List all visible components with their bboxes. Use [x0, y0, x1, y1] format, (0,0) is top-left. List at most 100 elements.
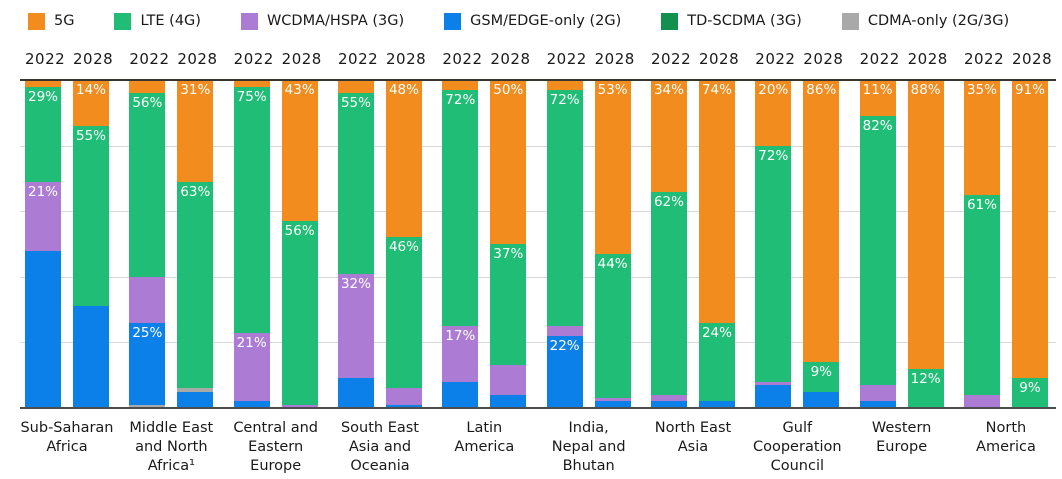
- segment-gsm: [859, 401, 896, 408]
- region-label-latin-america: Latin America: [454, 420, 515, 456]
- segment-wcdma: [490, 365, 527, 395]
- segment-5g: 35%: [963, 80, 1000, 195]
- segment-5g: 74%: [698, 80, 735, 323]
- segment-value-label: 55%: [75, 127, 106, 144]
- segment-lte: 44%: [594, 253, 631, 399]
- segment-lte: 12%: [907, 368, 944, 408]
- bar-pair: 56% 25% 31% 63%: [129, 80, 214, 408]
- segment-5g: 50%: [490, 80, 527, 244]
- bar-india-nepal-and-bhutan-2022: 72% 22%: [546, 80, 583, 408]
- year-label-2022: 2022: [25, 50, 66, 68]
- year-label-2028: 2028: [907, 50, 948, 68]
- region-label-north-east-asia: North East Asia: [654, 420, 732, 456]
- legend-swatch-icon: [841, 12, 859, 30]
- segment-value-label: 20%: [758, 82, 789, 98]
- year-label-2022: 2022: [129, 50, 170, 68]
- year-label-2022: 2022: [963, 50, 1005, 68]
- bar-gulf-cooperation-council-2022: 20% 72%: [755, 80, 792, 408]
- segment-wcdma: [859, 385, 896, 402]
- legend-item-cdma-only-2g-3g: CDMA-only (2G/3G): [841, 12, 1010, 30]
- legend-swatch-icon: [661, 12, 679, 30]
- region-group-north-america: 2022 2028 35% 61% 91% 9% North America: [963, 50, 1052, 476]
- segment-value-label: 31%: [180, 82, 211, 98]
- year-header-row: 2022 2028: [337, 50, 427, 80]
- year-label-2028: 2028: [73, 50, 114, 68]
- segment-5g: 34%: [650, 80, 687, 192]
- segment-5g: 11%: [859, 80, 896, 117]
- region-group-india-nepal-and-bhutan: 2022 2028 72% 22% 53% 44% India, Nepal and Bhuta…: [546, 50, 634, 476]
- region-group-latin-america: 2022 2028 72% 17% 50% 37% Latin America: [442, 50, 530, 476]
- segment-value-label: 11%: [862, 82, 893, 98]
- bar-north-east-asia-2028: 74% 24%: [698, 80, 735, 408]
- segment-value-label: 35%: [966, 82, 997, 98]
- segment-lte: 75%: [233, 86, 270, 333]
- region-group-gulf-cooperation-council: 2022 2028 20% 72% 86% 9% Gulf Cooperation Counci…: [753, 50, 844, 476]
- bar-pair: 72% 17% 50% 37%: [442, 80, 527, 408]
- bar-pair: 11% 82% 88% 12%: [859, 80, 944, 408]
- segment-5g: [546, 80, 583, 90]
- segment-value-label: 14%: [75, 82, 106, 98]
- bar-central-and-eastern-europe-2022: 75% 21%: [233, 80, 270, 408]
- bar-western-europe-2028: 88% 12%: [907, 80, 944, 408]
- legend-label: CDMA-only (2G/3G): [867, 13, 1010, 29]
- bar-north-america-2028: 91% 9%: [1011, 80, 1048, 408]
- segment-lte: 29%: [25, 86, 61, 182]
- segment-5g: [442, 80, 479, 90]
- segment-value-label: 56%: [132, 95, 163, 112]
- bar-sub-saharan-africa-2022: 29% 21%: [25, 80, 61, 408]
- year-label-2028: 2028: [698, 50, 740, 68]
- legend-swatch-icon: [240, 12, 258, 30]
- region-label-western-europe: Western Europe: [871, 420, 932, 456]
- year-label-2022: 2022: [650, 50, 692, 68]
- region-label-india-nepal-and-bhutan: India, Nepal and Bhutan: [551, 420, 626, 475]
- segment-value-label: 21%: [27, 183, 58, 200]
- segment-value-label: 50%: [493, 82, 524, 98]
- year-header-row: 2022 2028: [129, 50, 218, 80]
- bar-central-and-eastern-europe-2028: 43% 56%: [281, 80, 318, 408]
- gridline-40-percent: [20, 276, 1056, 278]
- segment-value-label: 86%: [806, 82, 837, 98]
- year-label-2028: 2028: [177, 50, 218, 68]
- segment-gsm: [594, 401, 631, 408]
- legend-label: 5G: [54, 13, 75, 29]
- legend-item-lte-4g: LTE (4G): [114, 12, 201, 30]
- legend-label: GSM/EDGE-only (2G): [470, 13, 622, 29]
- segment-value-label: 53%: [597, 82, 628, 98]
- segment-value-label: 91%: [1014, 82, 1045, 98]
- year-label-2022: 2022: [337, 50, 379, 68]
- segment-5g: 88%: [907, 80, 944, 369]
- year-label-2022: 2022: [755, 50, 796, 68]
- segment-5g: [129, 80, 166, 94]
- segment-value-label: 24%: [701, 324, 732, 341]
- segment-value-label: 72%: [758, 147, 789, 164]
- segment-value-label: 12%: [910, 370, 941, 387]
- segment-lte: 55%: [337, 93, 374, 274]
- gridline-20-percent: [20, 342, 1056, 344]
- segment-value-label: 21%: [236, 334, 267, 351]
- region-group-south-east-asia-and-oceania: 2022 2028 55% 32% 48% 46% South East Asia and Oc…: [337, 50, 427, 476]
- legend-label: WCDMA/HSPA (3G): [266, 13, 405, 29]
- segment-5g: [337, 80, 374, 94]
- legend-item-wcdma-hspa-3g: WCDMA/HSPA (3G): [240, 12, 405, 30]
- bar-middle-east-and-north-africa-2028: 31% 63%: [177, 80, 214, 408]
- segment-wcdma: 17%: [442, 325, 479, 382]
- year-label-2028: 2028: [803, 50, 844, 68]
- segment-value-label: 62%: [653, 193, 684, 210]
- segment-lte: 56%: [129, 93, 166, 277]
- segment-lte: 55%: [73, 125, 109, 307]
- segment-wcdma: [594, 398, 631, 402]
- segment-value-label: 43%: [284, 82, 315, 98]
- bar-pair: 34% 62% 74% 24%: [650, 80, 735, 408]
- segment-5g: 31%: [177, 80, 214, 182]
- segment-value-label: 22%: [549, 337, 580, 354]
- bar-pair: 29% 21% 14% 55%: [25, 80, 109, 408]
- year-label-2028: 2028: [385, 50, 427, 68]
- region-label-north-america: North America: [976, 420, 1036, 456]
- segment-lte: 37%: [490, 244, 527, 366]
- bar-pair: 20% 72% 86% 9%: [755, 80, 840, 408]
- bar-south-east-asia-and-oceania-2022: 55% 32%: [337, 80, 374, 408]
- segment-value-label: 72%: [549, 91, 580, 108]
- year-header-row: 2022 2028: [234, 50, 322, 80]
- segment-cdma: [129, 404, 166, 408]
- segment-gsm: [755, 385, 792, 408]
